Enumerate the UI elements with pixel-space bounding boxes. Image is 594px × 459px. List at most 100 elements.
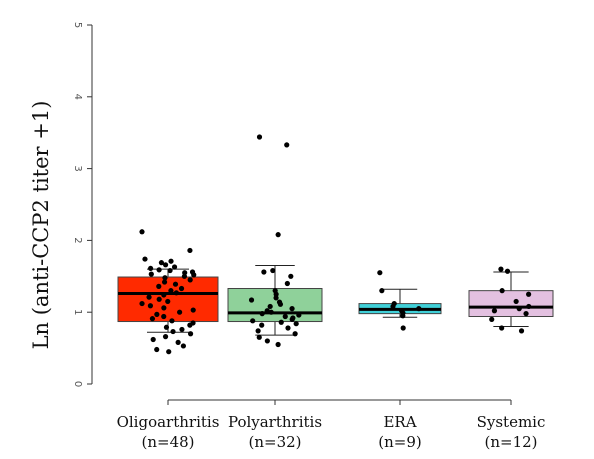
data-point	[162, 275, 168, 281]
data-point	[499, 325, 505, 331]
data-point	[259, 322, 265, 328]
data-point	[256, 134, 263, 140]
x-category-label: Polyarthritis	[228, 413, 322, 431]
data-point	[289, 306, 295, 312]
data-point	[187, 277, 193, 283]
data-point	[172, 281, 179, 287]
points-layer	[139, 134, 532, 355]
y-tick-label: 1	[72, 309, 83, 315]
data-point	[504, 268, 511, 274]
data-point	[288, 273, 294, 279]
y-tick-label: 4	[72, 94, 83, 100]
data-point	[148, 265, 154, 272]
data-point	[148, 271, 154, 277]
data-point	[163, 324, 170, 330]
data-point	[268, 309, 274, 315]
data-point	[273, 295, 279, 301]
data-point	[255, 328, 261, 334]
data-point	[142, 256, 148, 262]
data-point	[156, 267, 162, 273]
data-point	[150, 336, 156, 343]
data-point	[499, 288, 505, 294]
data-point	[296, 312, 302, 318]
data-point	[292, 331, 298, 337]
data-point	[526, 291, 532, 297]
x-category-n-label: (n=32)	[248, 433, 301, 451]
y-tick-label: 3	[72, 165, 83, 171]
data-point	[267, 303, 273, 310]
data-point	[390, 303, 396, 310]
data-point	[259, 311, 265, 317]
y-axis: 0 1 2 3 4 5	[72, 22, 93, 387]
data-point	[377, 270, 383, 276]
data-point	[282, 313, 288, 320]
data-point	[180, 343, 186, 349]
data-point	[526, 303, 532, 310]
data-point	[173, 290, 179, 296]
data-point	[277, 301, 284, 307]
data-point	[379, 288, 385, 294]
data-point	[187, 247, 193, 254]
y-tick-label: 2	[72, 237, 83, 243]
data-point	[190, 307, 196, 313]
data-point	[275, 341, 281, 348]
data-point	[179, 326, 185, 333]
x-category-n-label: (n=12)	[484, 433, 537, 451]
data-point	[264, 308, 270, 314]
y-tick-label: 5	[72, 22, 83, 28]
y-axis-label: Ln (anti-CCP2 titer +1)	[29, 101, 53, 350]
data-point	[162, 334, 169, 340]
y-tick-label: 0	[72, 381, 83, 387]
data-point	[169, 318, 175, 324]
data-point	[161, 292, 167, 298]
x-category-n-label: (n=9)	[378, 433, 421, 451]
data-point	[147, 303, 154, 309]
data-point	[248, 297, 255, 303]
data-point	[167, 267, 173, 274]
data-point	[175, 339, 181, 345]
data-point	[181, 273, 188, 279]
data-point	[162, 262, 169, 268]
data-point	[491, 308, 498, 314]
x-category-n-label: (n=48)	[141, 433, 194, 451]
data-point	[178, 285, 185, 292]
data-point	[177, 309, 183, 315]
data-point	[191, 272, 197, 278]
data-point	[516, 306, 522, 312]
data-point	[293, 321, 299, 327]
data-point	[187, 331, 194, 337]
data-point	[166, 349, 172, 355]
data-point	[513, 298, 519, 305]
data-point	[518, 328, 525, 334]
data-point	[489, 316, 495, 322]
data-point	[284, 142, 290, 148]
data-point	[139, 229, 145, 235]
data-point	[168, 288, 174, 294]
x-category-label: ERA	[383, 413, 416, 431]
data-point	[256, 334, 262, 340]
data-point	[400, 313, 406, 319]
data-point	[161, 313, 167, 320]
data-point	[278, 319, 284, 325]
data-point	[146, 294, 152, 300]
data-point	[154, 346, 160, 353]
data-point	[498, 266, 504, 272]
data-point	[149, 316, 156, 322]
data-point	[264, 338, 270, 344]
data-point	[270, 267, 276, 274]
x-category-label: Oligoarthritis	[117, 413, 220, 431]
data-point	[161, 305, 167, 311]
data-point	[416, 306, 422, 312]
data-point	[250, 318, 256, 324]
data-point	[400, 325, 406, 331]
data-point	[139, 300, 145, 307]
data-point	[165, 298, 171, 305]
box-systemic	[468, 290, 554, 318]
data-point	[284, 280, 290, 287]
data-point	[158, 260, 165, 266]
data-point	[171, 264, 178, 270]
x-axis: Oligoarthritis (n=48) Polyarthritis (n=32) E…	[117, 399, 545, 451]
data-point	[285, 325, 291, 331]
